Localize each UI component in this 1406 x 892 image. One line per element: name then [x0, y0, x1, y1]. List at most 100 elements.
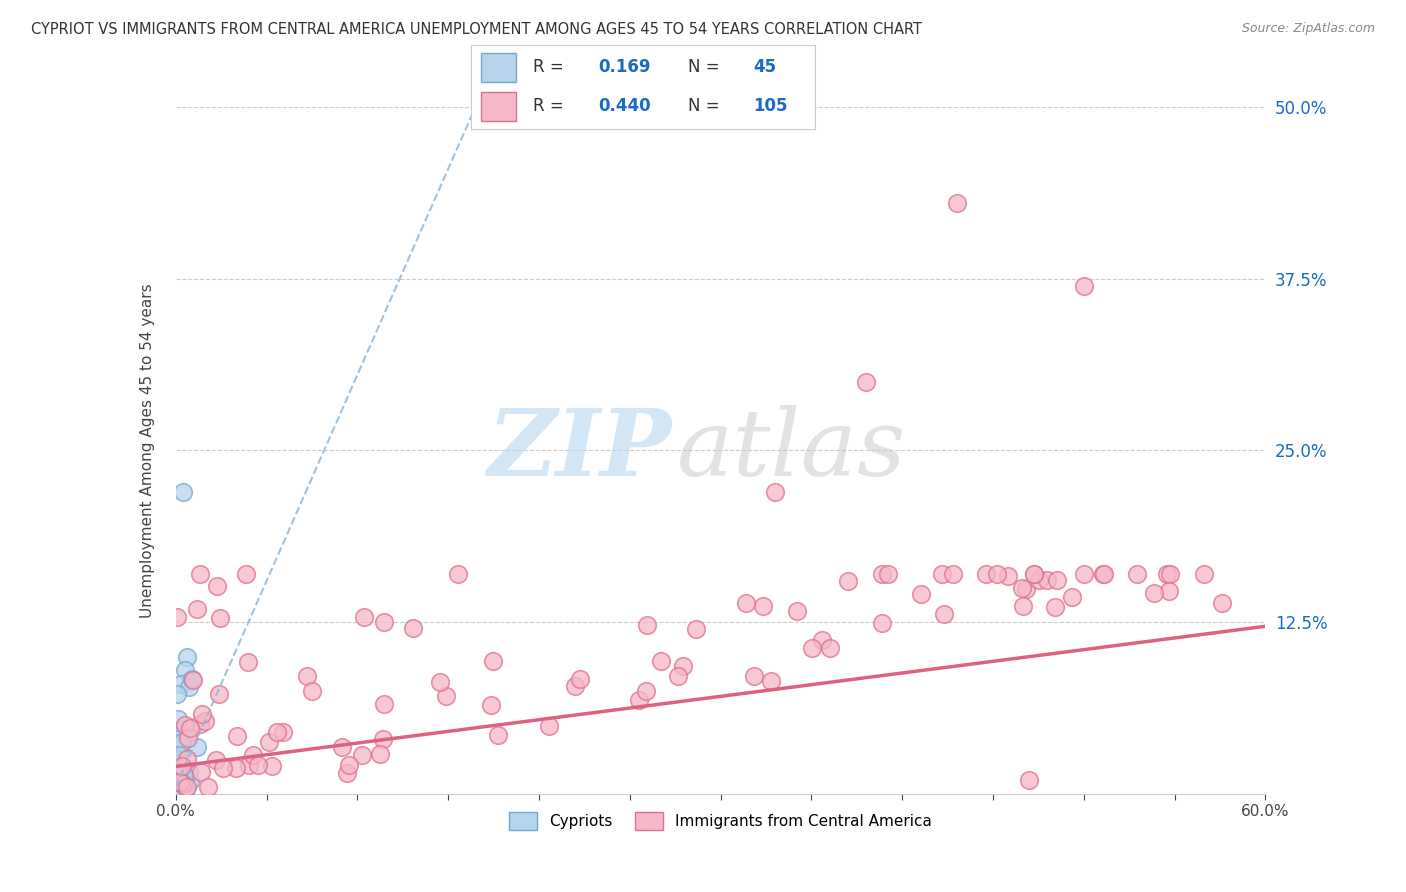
Text: CYPRIOT VS IMMIGRANTS FROM CENTRAL AMERICA UNEMPLOYMENT AMONG AGES 45 TO 54 YEAR: CYPRIOT VS IMMIGRANTS FROM CENTRAL AMERI…: [31, 22, 922, 37]
Point: [177, 731, 200, 745]
Point: [650, 654, 672, 668]
Point: [225, 729, 247, 743]
Text: N =: N =: [688, 59, 725, 77]
Point: [482, 654, 505, 668]
Point: [855, 375, 877, 389]
Point: [870, 567, 893, 582]
Point: [172, 776, 194, 790]
Text: 0.169: 0.169: [599, 59, 651, 77]
Text: N =: N =: [688, 97, 725, 115]
Point: [165, 761, 187, 775]
Point: [564, 679, 586, 693]
Point: [260, 758, 283, 772]
Point: [1211, 596, 1233, 610]
Point: [1036, 573, 1059, 587]
Point: [186, 601, 208, 615]
Point: [176, 752, 198, 766]
Point: [169, 768, 191, 782]
Point: [672, 659, 695, 673]
Point: [818, 641, 841, 656]
Point: [350, 747, 373, 762]
Point: [167, 748, 190, 763]
Point: [173, 663, 195, 677]
Point: [211, 762, 233, 776]
Point: [165, 752, 187, 766]
Point: [1192, 567, 1215, 582]
Point: [336, 765, 359, 780]
Point: [332, 739, 354, 754]
Point: [166, 723, 188, 738]
Point: [246, 758, 269, 772]
Point: [1157, 584, 1180, 599]
Point: [568, 673, 591, 687]
Point: [172, 484, 194, 499]
Point: [225, 761, 247, 775]
Point: [177, 680, 200, 694]
Point: [257, 735, 280, 749]
Point: [447, 567, 470, 582]
Text: 105: 105: [754, 97, 787, 115]
Point: [166, 762, 188, 776]
Point: [170, 765, 193, 780]
Point: [173, 783, 195, 797]
Point: [1011, 599, 1033, 613]
Point: [837, 574, 859, 588]
Point: [1043, 600, 1066, 615]
Point: [170, 735, 193, 749]
Text: atlas: atlas: [678, 406, 907, 495]
Point: [170, 778, 193, 792]
Point: [301, 683, 323, 698]
Point: [169, 773, 191, 788]
Point: [167, 740, 190, 755]
Point: [186, 740, 208, 755]
Point: [166, 732, 188, 747]
Point: [942, 567, 965, 582]
Point: [636, 683, 658, 698]
Point: [932, 607, 955, 621]
Point: [166, 766, 188, 780]
Point: [759, 674, 782, 689]
Point: [1092, 567, 1115, 582]
Point: [1159, 567, 1181, 582]
Point: [169, 768, 191, 782]
Point: [1073, 278, 1095, 293]
Point: [177, 764, 200, 779]
Text: 0.440: 0.440: [599, 97, 651, 115]
Point: [190, 765, 212, 780]
Point: [1028, 574, 1050, 588]
Point: [181, 672, 204, 686]
Point: [208, 687, 231, 701]
Point: [1022, 567, 1045, 582]
Point: [297, 669, 319, 683]
Point: [205, 753, 228, 767]
Point: [166, 764, 188, 778]
Point: [179, 774, 201, 789]
Point: [183, 673, 205, 687]
Point: [190, 707, 212, 722]
Point: [811, 633, 834, 648]
Point: [801, 640, 824, 655]
Point: [945, 196, 967, 211]
Point: [271, 724, 294, 739]
Point: [176, 649, 198, 664]
Point: [986, 567, 1008, 582]
Text: R =: R =: [533, 59, 569, 77]
Point: [207, 579, 229, 593]
Point: [786, 604, 808, 618]
Point: [1022, 567, 1045, 582]
Point: [538, 718, 561, 732]
Point: [166, 610, 188, 624]
Point: [169, 736, 191, 750]
Point: [209, 611, 232, 625]
Point: [668, 669, 690, 683]
Point: [235, 567, 257, 582]
Point: [1011, 581, 1033, 595]
Point: [167, 762, 190, 776]
Point: [429, 675, 451, 690]
Point: [170, 787, 193, 801]
Text: R =: R =: [533, 97, 569, 115]
Point: [751, 599, 773, 614]
Point: [238, 758, 260, 772]
Point: [1060, 590, 1083, 604]
Point: [242, 747, 264, 762]
